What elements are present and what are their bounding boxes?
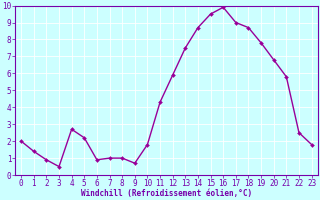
X-axis label: Windchill (Refroidissement éolien,°C): Windchill (Refroidissement éolien,°C) [81, 189, 252, 198]
